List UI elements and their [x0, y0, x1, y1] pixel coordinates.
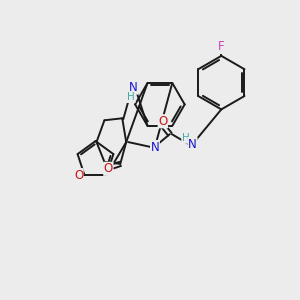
Text: O: O	[74, 169, 83, 182]
Text: N: N	[151, 140, 159, 154]
Text: H: H	[127, 92, 135, 103]
Text: N: N	[129, 81, 137, 94]
Text: H: H	[182, 133, 190, 143]
Text: N: N	[188, 138, 197, 151]
Text: O: O	[158, 115, 167, 128]
Text: O: O	[104, 162, 113, 175]
Text: F: F	[218, 40, 225, 53]
